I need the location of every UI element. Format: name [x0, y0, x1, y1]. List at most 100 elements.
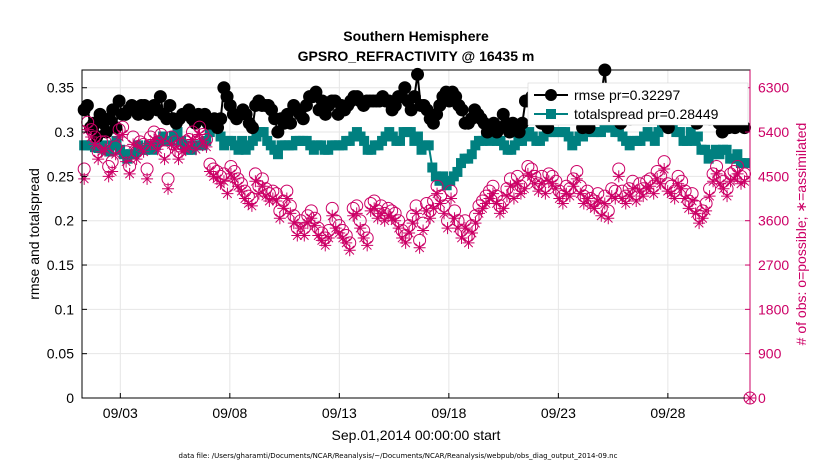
obs-assimilated-point	[235, 185, 248, 198]
obs-assimilated-point	[151, 143, 164, 156]
obs-assimilated-point	[595, 209, 608, 222]
obs-assimilated-point	[661, 185, 674, 198]
obs-assimilated-point	[364, 204, 377, 217]
spread-point	[412, 131, 423, 142]
obs-assimilated-point	[438, 207, 451, 220]
spread-point	[649, 135, 660, 146]
obs-assimilated-point	[658, 162, 671, 175]
obs-assimilated-point	[689, 207, 702, 220]
obs-assimilated-point	[172, 153, 185, 166]
obs-assimilated-point	[148, 133, 161, 146]
right-tick-label: 6300	[758, 80, 789, 96]
spread-point	[563, 131, 574, 142]
obs-assimilated-point	[445, 192, 458, 205]
x-tick-label: 09/13	[322, 405, 357, 421]
totalspread-series	[79, 118, 750, 191]
rmse-point	[455, 103, 469, 117]
right-tick-label: 900	[758, 346, 782, 362]
obs-assimilated-point	[570, 172, 583, 185]
spread-point	[395, 135, 406, 146]
obs-assimilated-point	[675, 182, 688, 195]
rmse-point	[112, 94, 126, 108]
obs-assimilated-point	[640, 182, 653, 195]
rmse-point	[398, 81, 412, 95]
obs-assimilated-point	[521, 167, 534, 180]
obs-assimilated-point	[483, 192, 496, 205]
rmse-point	[153, 90, 167, 104]
obs-assimilated-point	[280, 192, 293, 205]
obs-assimilated-point	[277, 202, 290, 215]
obs-assimilated-point	[647, 187, 660, 200]
obs-assimilated-point	[382, 209, 395, 222]
axes: 0 0.05 0.1 0.15 0.2 0.25 0.3 0.35 0 900 1800 2700 36…	[47, 70, 789, 421]
obs-assimilated-point	[120, 155, 133, 168]
spread-point	[129, 149, 140, 160]
obs-assimilated-point	[710, 167, 723, 180]
obs-assimilated-point	[420, 204, 433, 217]
obs-assimilated-point	[567, 180, 580, 193]
obs-assimilated-point	[539, 187, 552, 200]
left-tick-label: 0.35	[47, 80, 74, 96]
obs-assimilated-point	[672, 177, 685, 190]
obs-assimilated-point	[616, 192, 629, 205]
left-tick-label: 0.3	[55, 124, 75, 140]
obs-assimilated-point	[179, 143, 192, 156]
spread-point	[423, 140, 434, 151]
obs-assimilated-point	[109, 148, 122, 161]
right-tick-label: 5400	[758, 124, 789, 140]
obs-assimilated-point	[176, 145, 189, 158]
obs-assimilated-point	[256, 180, 269, 193]
obs-assimilated-point	[207, 170, 220, 183]
legend: rmse pr=0.32297 totalspread pr=0.28449	[527, 82, 749, 126]
obs-assimilated-point	[196, 135, 209, 148]
obs-assimilated-point	[452, 222, 465, 235]
obs-assimilated-point	[270, 195, 283, 208]
obs-assimilated-point	[598, 197, 611, 210]
obs-assimilated-point	[703, 190, 716, 203]
obs-assimilated-point	[368, 202, 381, 215]
obs-assimilated-point	[343, 244, 356, 257]
obs-assimilated-point	[448, 212, 461, 225]
left-tick-label: 0.1	[55, 301, 75, 317]
obs-assimilated-point	[424, 212, 437, 225]
obs-assimilated-point	[116, 128, 129, 141]
obs-assimilated-point	[200, 140, 213, 153]
x-axis-label: Sep.01,2014 00:00:00 start	[332, 427, 501, 443]
x-tick-label: 09/28	[650, 405, 685, 421]
obs-assimilated-point	[504, 180, 517, 193]
obs-assimilated-point	[350, 207, 363, 220]
rmse-point	[163, 98, 177, 112]
obs-assimilated-point	[431, 187, 444, 200]
obs-assimilated-point	[249, 175, 262, 188]
obs-assimilated-point	[88, 138, 101, 151]
obs-assimilated-point	[556, 197, 569, 210]
obs-assimilated-point	[158, 153, 171, 166]
obs-assimilated-point	[434, 197, 447, 210]
obs-assimilated-point	[507, 192, 520, 205]
spread-point	[682, 135, 693, 146]
obs-assimilated-point	[231, 180, 244, 193]
obs-assimilated-point	[511, 177, 524, 190]
obs-assimilated-point	[99, 143, 112, 156]
obs-assimilated-point	[329, 222, 342, 235]
obs-assimilated-point	[322, 231, 335, 244]
obs-assimilated-point	[549, 182, 562, 195]
obs-assimilated-point	[588, 202, 601, 215]
rmse-point	[296, 112, 310, 126]
obs-assimilated-point	[605, 190, 618, 203]
obs-assimilated-point	[682, 202, 695, 215]
obs-assimilated-point	[563, 190, 576, 203]
rmse-point	[80, 98, 94, 112]
obs-assimilated-point	[336, 231, 349, 244]
legend-spread-marker	[546, 109, 556, 119]
obs-assimilated-point	[427, 202, 440, 215]
obs-assimilated-point	[514, 187, 527, 200]
obs-assimilated-point	[308, 219, 321, 232]
obs-assimilated-point	[714, 177, 727, 190]
obs-assimilated-point	[263, 195, 276, 208]
rmse-point	[214, 112, 228, 126]
spread-point	[466, 149, 477, 160]
obs-assimilated-point	[623, 190, 636, 203]
spread-point	[674, 127, 685, 138]
